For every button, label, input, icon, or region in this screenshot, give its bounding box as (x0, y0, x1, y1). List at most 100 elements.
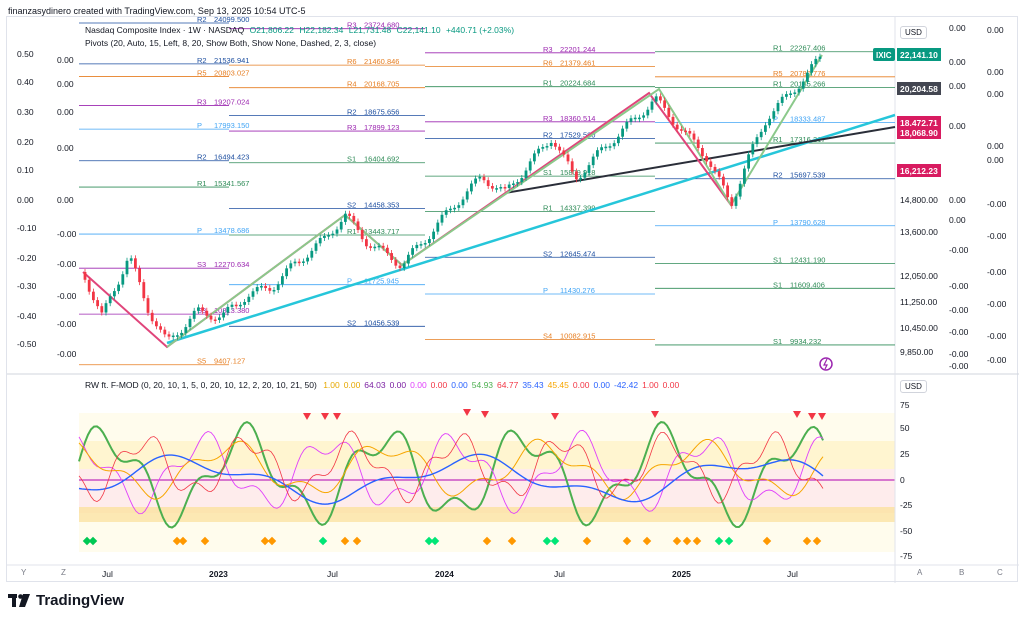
time-axis-label: 2023 (209, 569, 228, 579)
pivot-value: 22201.244 (560, 45, 595, 54)
candle-body (759, 131, 763, 138)
oscillator-value: 64.77 (497, 380, 519, 390)
left-axis-label: 0.10 (17, 165, 34, 175)
candle-body (260, 286, 263, 288)
candle-body (213, 319, 217, 322)
pivot-level: R6 21460.846 (229, 57, 425, 66)
candle-body (478, 176, 482, 179)
candle-body (512, 183, 515, 185)
oscillator-value: 0.00 (572, 380, 590, 390)
pivot-level: R3 19207.024 (79, 97, 249, 106)
pivot-label: P (197, 226, 202, 235)
candle-body (432, 231, 435, 240)
pivot-level: S4 10082.915 (425, 332, 655, 341)
candle-body (776, 102, 780, 112)
signal-diamond (622, 536, 632, 546)
control-b[interactable]: B (959, 568, 965, 577)
pivot-value: 18675.656 (364, 108, 399, 117)
candle-body (402, 263, 406, 269)
candle-body (524, 170, 528, 179)
candle-body (381, 245, 385, 248)
pivot-label: R2 (197, 153, 207, 162)
candle-body (764, 125, 767, 132)
candle-body (92, 291, 95, 301)
price-tag-value: 20,204.58 (900, 84, 938, 94)
chart-container[interactable]: R2 24099.500 R3 23724.680 R3 22201.244 R1 22267… (6, 16, 1019, 583)
candle-body (104, 303, 108, 313)
oscillator-line (78, 430, 824, 504)
control-c[interactable]: C (997, 568, 1003, 577)
pivot-level: R1 17316.217 (655, 135, 895, 144)
candle-body (663, 100, 666, 108)
pivots-legend[interactable]: Pivots (20, Auto, 15, Left, 8, 20, Show … (85, 38, 377, 48)
candle-body (499, 187, 503, 189)
candle-body (331, 233, 335, 236)
currency-selector[interactable]: USD (900, 26, 927, 39)
candle-body (302, 261, 305, 263)
oscillator-markers (82, 409, 826, 546)
candle-body (780, 96, 784, 103)
candle-body (659, 96, 662, 101)
pivot-label: R2 (197, 56, 207, 65)
pivot-label: R3 (543, 114, 553, 123)
time-axis-label: 2024 (435, 569, 454, 579)
candle-body (255, 287, 259, 292)
osc-currency-selector[interactable]: USD (900, 380, 927, 393)
pivot-value: 11725.945 (364, 277, 399, 286)
time-axis-label: Jul (554, 569, 565, 579)
pivot-level: P 17993.150 (79, 121, 249, 130)
candle-body (386, 247, 389, 254)
candle-body (701, 147, 704, 157)
left-axis-label: 0.40 (17, 77, 34, 87)
candle-body (96, 300, 99, 307)
candle-body (113, 291, 116, 297)
osc-band-bot (79, 507, 895, 522)
candle-body (281, 276, 284, 285)
candle-body (155, 321, 158, 327)
candle-body (167, 334, 171, 337)
candle-body (810, 64, 813, 73)
right-axis-b-label: -0.00 (987, 199, 1007, 209)
candle-body (604, 146, 608, 149)
symbol-title[interactable]: Nasdaq Composite Index · 1W · NASDAQ (85, 25, 245, 35)
price-tag: IXIC 22,141.10 (873, 48, 941, 61)
lightning-icon (823, 358, 828, 370)
right-axis-a-label: 0.00 (949, 121, 966, 131)
right-axis-b-label: -0.00 (987, 267, 1007, 277)
candle-body (197, 307, 200, 311)
right-axis-a-label: -0.00 (949, 305, 969, 315)
oscillator-value: 35.43 (522, 380, 544, 390)
pivot-value: 16494.423 (214, 153, 249, 162)
candle-body (646, 109, 650, 116)
price-tag-value: 18,068.90 (900, 128, 938, 138)
pivot-label: S2 (347, 318, 356, 327)
candle-body (87, 279, 91, 292)
trend-lines (82, 54, 896, 349)
signal-triangle (321, 413, 329, 420)
pivot-value: 17529.580 (560, 131, 595, 140)
candle-body (558, 146, 561, 151)
control-y[interactable]: Y (21, 568, 27, 577)
pivot-level: P 18333.487 (655, 114, 895, 123)
left-axis-label: -0.10 (17, 223, 37, 233)
chart-canvas[interactable]: R2 24099.500 R3 23724.680 R3 22201.244 R1 22267… (7, 17, 1019, 583)
pivot-label: R2 (197, 17, 207, 24)
candle-body (373, 246, 377, 249)
candle-body (537, 148, 540, 154)
oscillator-legend[interactable]: RW ft. F-MOD (0, 20, 10, 1, 5, 0, 20, 10… (85, 380, 683, 390)
candle-body (747, 154, 750, 169)
pivot-label: S4 (543, 332, 552, 341)
oscillator-line (78, 453, 824, 505)
control-a[interactable]: A (917, 568, 923, 577)
pivot-level: S2 14458.353 (229, 201, 425, 210)
candle-body (306, 257, 309, 262)
candle-body (562, 150, 566, 155)
control-z[interactable]: Z (61, 568, 66, 577)
right-axis-b-label: -0.00 (987, 355, 1007, 365)
candle-body (755, 137, 759, 145)
pivot-level: P 11430.276 (425, 286, 655, 295)
candle-body (163, 329, 167, 335)
osc-band-top2 (79, 413, 895, 441)
price-tag: 20,204.58 (897, 82, 941, 95)
candle-body (549, 142, 553, 147)
